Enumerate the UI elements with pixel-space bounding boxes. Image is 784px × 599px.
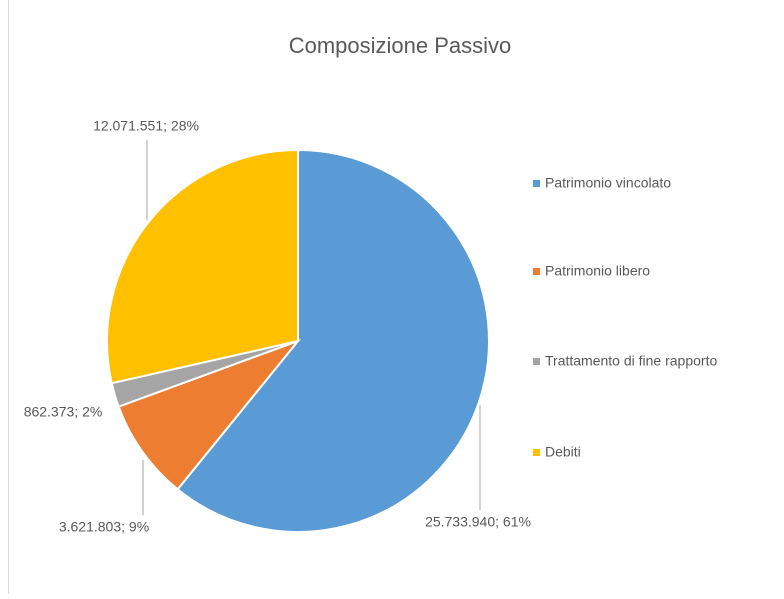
chart-title: Composizione Passivo	[289, 33, 512, 58]
data-label: 12.071.551; 28%	[93, 118, 199, 134]
legend-marker	[533, 449, 540, 456]
legend-label: Trattamento di fine rapporto	[545, 353, 717, 369]
legend-label: Debiti	[545, 444, 581, 460]
data-label: 25.733.940; 61%	[425, 514, 531, 530]
legend-marker	[533, 268, 540, 275]
legend-label: Patrimonio libero	[545, 263, 650, 279]
legend-marker	[533, 180, 540, 187]
legend-label: Patrimonio vincolato	[545, 175, 671, 191]
data-label: 3.621.803; 9%	[59, 519, 149, 535]
data-label: 862.373; 2%	[24, 404, 103, 420]
legend-marker	[533, 358, 540, 365]
